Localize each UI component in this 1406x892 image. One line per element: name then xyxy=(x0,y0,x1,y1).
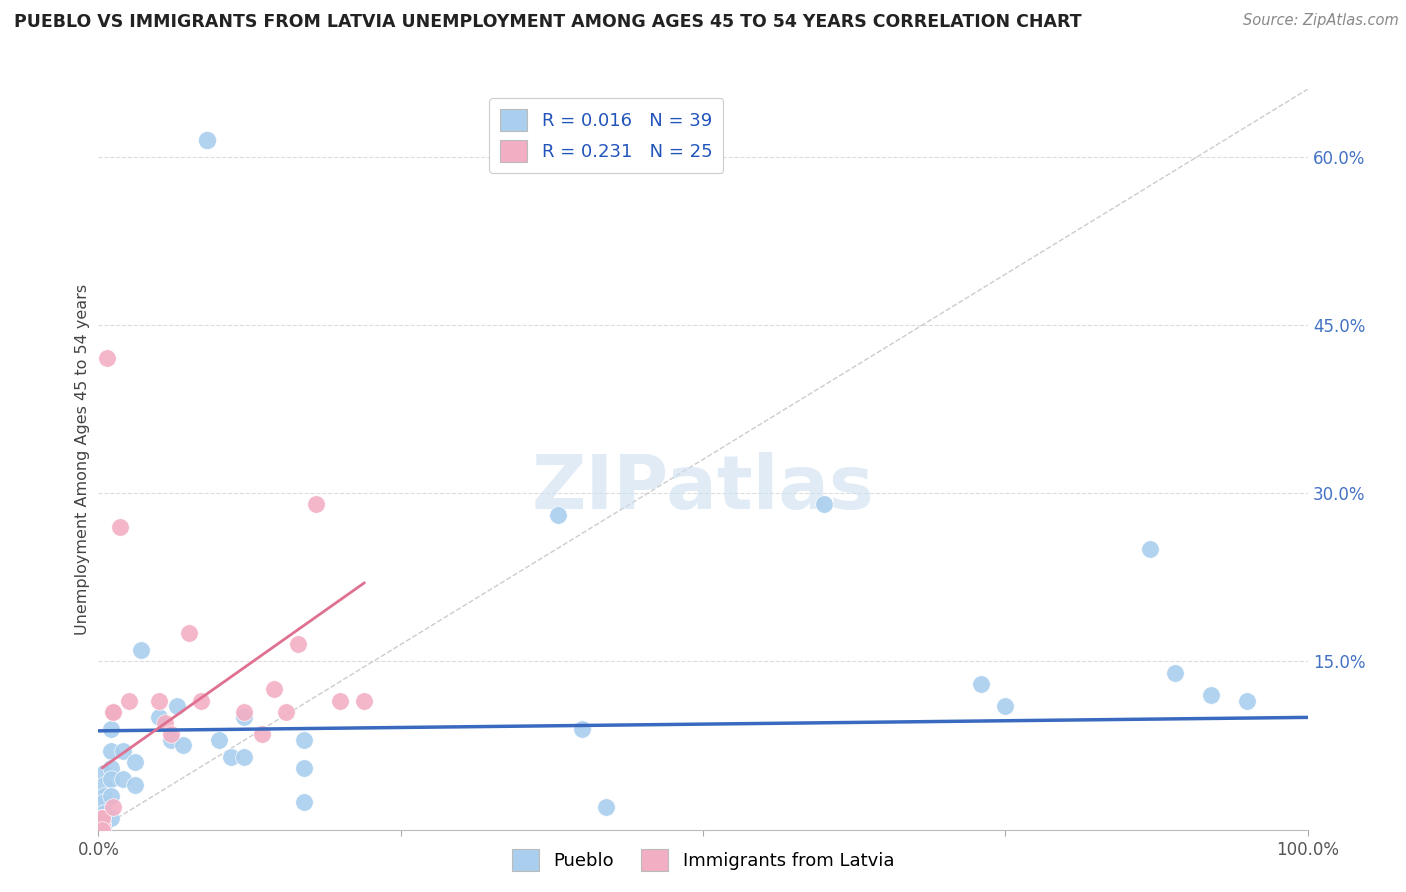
Point xyxy=(91,817,114,831)
Point xyxy=(160,732,183,747)
Point xyxy=(91,822,114,837)
Point xyxy=(93,766,115,780)
Point xyxy=(232,749,254,764)
Point xyxy=(172,739,194,753)
Point xyxy=(91,817,114,831)
Point xyxy=(101,800,124,814)
Point xyxy=(93,778,115,792)
Point xyxy=(100,772,122,786)
Point xyxy=(153,716,176,731)
Point xyxy=(232,710,254,724)
Point xyxy=(179,626,201,640)
Point xyxy=(190,693,212,707)
Point xyxy=(124,778,146,792)
Point xyxy=(93,789,115,803)
Point xyxy=(100,789,122,803)
Text: Source: ZipAtlas.com: Source: ZipAtlas.com xyxy=(1243,13,1399,29)
Point xyxy=(274,705,297,719)
Point xyxy=(129,643,152,657)
Point xyxy=(994,699,1017,714)
Point xyxy=(232,705,254,719)
Point xyxy=(124,756,146,770)
Point xyxy=(813,497,835,511)
Point xyxy=(1199,688,1222,702)
Point xyxy=(100,744,122,758)
Point xyxy=(595,800,617,814)
Point xyxy=(547,508,569,523)
Point xyxy=(287,637,309,651)
Point xyxy=(101,705,124,719)
Point xyxy=(166,699,188,714)
Point xyxy=(263,682,285,697)
Point xyxy=(96,351,118,366)
Point xyxy=(91,811,114,825)
Point xyxy=(118,693,141,707)
Point xyxy=(571,722,593,736)
Point xyxy=(221,749,243,764)
Point xyxy=(1236,693,1258,707)
Point xyxy=(208,732,231,747)
Point xyxy=(93,811,115,825)
Point xyxy=(160,727,183,741)
Point xyxy=(292,795,315,809)
Point xyxy=(1163,665,1185,680)
Point xyxy=(353,693,375,707)
Point xyxy=(93,795,115,809)
Point xyxy=(91,817,114,831)
Point xyxy=(329,693,352,707)
Point xyxy=(91,811,114,825)
Point xyxy=(108,519,131,533)
Point xyxy=(100,761,122,775)
Point xyxy=(292,761,315,775)
Point xyxy=(250,727,273,741)
Point xyxy=(111,772,134,786)
Point xyxy=(305,497,328,511)
Point xyxy=(101,705,124,719)
Point xyxy=(93,805,115,820)
Point xyxy=(148,710,170,724)
Text: ZIPatlas: ZIPatlas xyxy=(531,452,875,525)
Point xyxy=(100,811,122,825)
Point xyxy=(292,732,315,747)
Text: PUEBLO VS IMMIGRANTS FROM LATVIA UNEMPLOYMENT AMONG AGES 45 TO 54 YEARS CORRELAT: PUEBLO VS IMMIGRANTS FROM LATVIA UNEMPLO… xyxy=(14,13,1081,31)
Point xyxy=(100,722,122,736)
Point xyxy=(111,744,134,758)
Point xyxy=(970,677,993,691)
Y-axis label: Unemployment Among Ages 45 to 54 years: Unemployment Among Ages 45 to 54 years xyxy=(75,284,90,635)
Legend: Pueblo, Immigrants from Latvia: Pueblo, Immigrants from Latvia xyxy=(505,842,901,879)
Legend: R = 0.016   N = 39, R = 0.231   N = 25: R = 0.016 N = 39, R = 0.231 N = 25 xyxy=(489,98,723,173)
Point xyxy=(93,817,115,831)
Point xyxy=(148,693,170,707)
Point xyxy=(195,133,218,147)
Point xyxy=(1139,542,1161,557)
